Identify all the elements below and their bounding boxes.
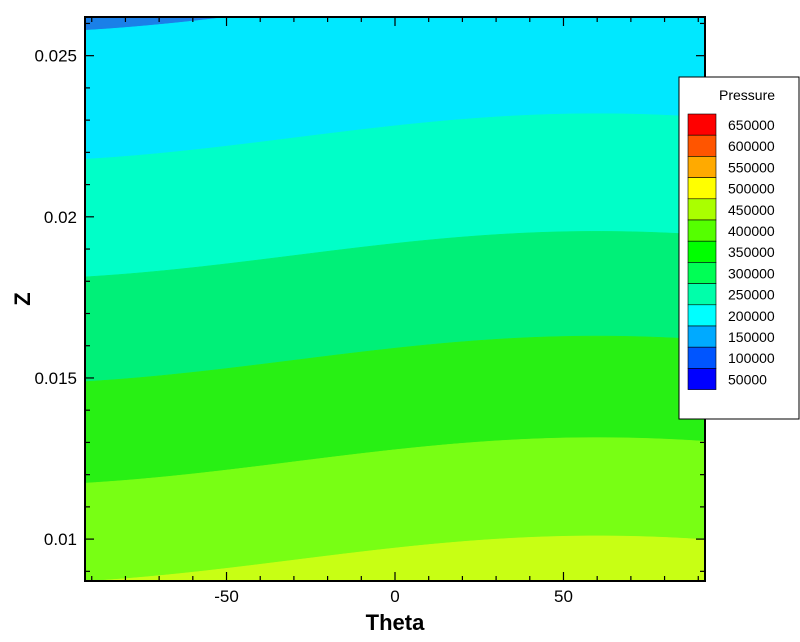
legend-swatch bbox=[687, 346, 717, 369]
legend-label: 150000 bbox=[728, 329, 775, 345]
x-tick-label: 50 bbox=[554, 587, 573, 606]
legend-swatch bbox=[687, 198, 717, 221]
legend-title: Pressure bbox=[719, 87, 775, 103]
legend-swatch bbox=[687, 219, 717, 242]
legend-swatch bbox=[687, 262, 717, 284]
legend-label: 200000 bbox=[728, 308, 775, 324]
legend-label: 100000 bbox=[728, 350, 775, 366]
legend-label: 350000 bbox=[728, 244, 775, 260]
axes: -50 0 50 0.01 0.015 0.02 0.025 bbox=[34, 16, 706, 606]
x-tick-label: -50 bbox=[214, 587, 239, 606]
legend-label: 450000 bbox=[728, 202, 775, 218]
legend-label: 600000 bbox=[728, 138, 775, 154]
y-tick-label: 0.02 bbox=[44, 208, 77, 227]
legend-swatch bbox=[687, 156, 717, 178]
legend-label: 400000 bbox=[728, 223, 775, 239]
x-axis-title: Theta bbox=[366, 610, 425, 635]
y-tick-label: 0.01 bbox=[44, 530, 77, 549]
legend-label: 250000 bbox=[728, 287, 775, 303]
legend-swatch bbox=[687, 368, 717, 390]
y-tick-label: 0.015 bbox=[34, 369, 77, 388]
legend-swatch bbox=[687, 325, 717, 348]
y-tick-label: 0.025 bbox=[34, 47, 77, 66]
legend-label: 50000 bbox=[728, 371, 767, 387]
legend-swatch bbox=[687, 283, 717, 306]
contour-band-400000-450000 bbox=[87, 535, 705, 581]
legend-label: 500000 bbox=[728, 181, 775, 197]
x-tick-label: 0 bbox=[390, 587, 399, 606]
y-axis-title: Z bbox=[10, 292, 35, 305]
legend-label: 300000 bbox=[728, 265, 775, 281]
contour-bands bbox=[85, 17, 705, 581]
legend-swatch bbox=[687, 134, 717, 157]
legend-swatch bbox=[687, 304, 717, 327]
legend-swatch bbox=[687, 113, 717, 136]
legend-label: 650000 bbox=[728, 117, 775, 133]
legend-swatch bbox=[687, 240, 717, 263]
legend: Pressure 650000 600000 550000 500000 450000 4… bbox=[678, 76, 800, 420]
legend-swatch bbox=[687, 177, 717, 200]
legend-label: 550000 bbox=[728, 159, 775, 175]
